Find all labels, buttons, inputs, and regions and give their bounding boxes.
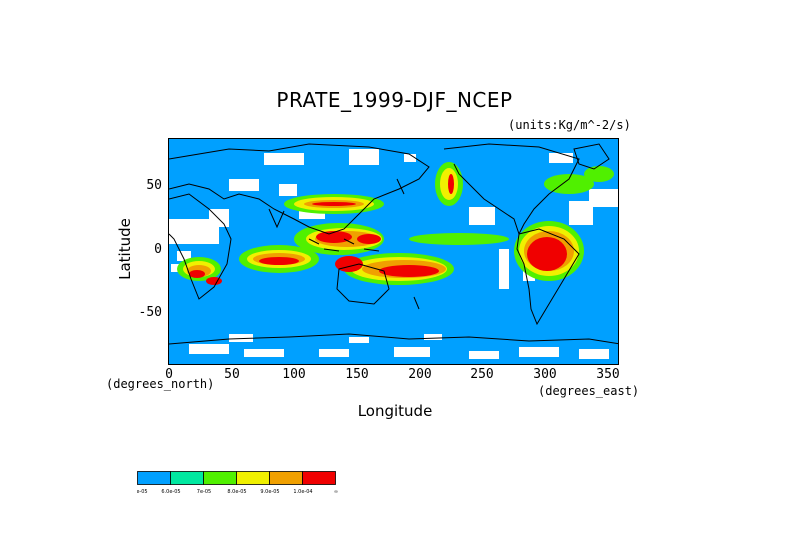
y-tick-50: 50 — [146, 178, 162, 193]
y-tick-minus-50: -50 — [138, 305, 162, 320]
x-tick-350: 350 — [596, 367, 620, 382]
colorbar-label: 7e-05 — [197, 489, 211, 495]
x-tick-100: 100 — [282, 367, 306, 382]
colorbar: 5.0e-05 6.0e-05 7e-05 8.0e-05 9.0e-05 1.0e-04… — [128, 471, 357, 505]
x-tick-200: 200 — [408, 367, 432, 382]
colorbar-svg: 5.0e-05 6.0e-05 7e-05 8.0e-05 9.0e-05 1.0e-04… — [128, 471, 338, 495]
colorbar-label: 9.0e-05 — [260, 489, 279, 495]
y-axis-label: Latitude — [116, 218, 134, 280]
x-tick-300: 300 — [533, 367, 557, 382]
colorbar-swatch — [137, 471, 171, 485]
no-data-regions — [169, 149, 618, 359]
x-tick-0: 0 — [165, 367, 173, 382]
x-axis-units: (degrees_east) — [538, 384, 640, 398]
coastlines — [169, 143, 618, 345]
x-tick-250: 250 — [470, 367, 494, 382]
x-tick-50: 50 — [224, 367, 240, 382]
colorbar-swatch — [302, 471, 336, 485]
colorbar-label: 5.0e-05 — [137, 489, 148, 495]
colorbar-swatch — [236, 471, 270, 485]
colorbar-swatch — [170, 471, 204, 485]
colorbar-swatch — [269, 471, 303, 485]
x-axis-label: Longitude — [357, 402, 433, 420]
map-svg — [169, 139, 618, 364]
colorbar-label: 6.0e-05 — [161, 489, 180, 495]
colorbar-label: 8.0e-05 — [227, 489, 246, 495]
units-label: (units:Kg/m^-2/s) — [508, 118, 631, 132]
precipitation-map — [168, 138, 619, 365]
y-axis-units: (degrees_north) — [106, 377, 215, 391]
colorbar-label: ∞ — [334, 489, 338, 495]
y-tick-0: 0 — [154, 242, 162, 257]
plot-title: PRATE_1999-DJF_NCEP — [276, 88, 513, 112]
x-tick-150: 150 — [345, 367, 369, 382]
colorbar-label: 1.0e-04 — [293, 489, 312, 495]
colorbar-swatch — [203, 471, 237, 485]
